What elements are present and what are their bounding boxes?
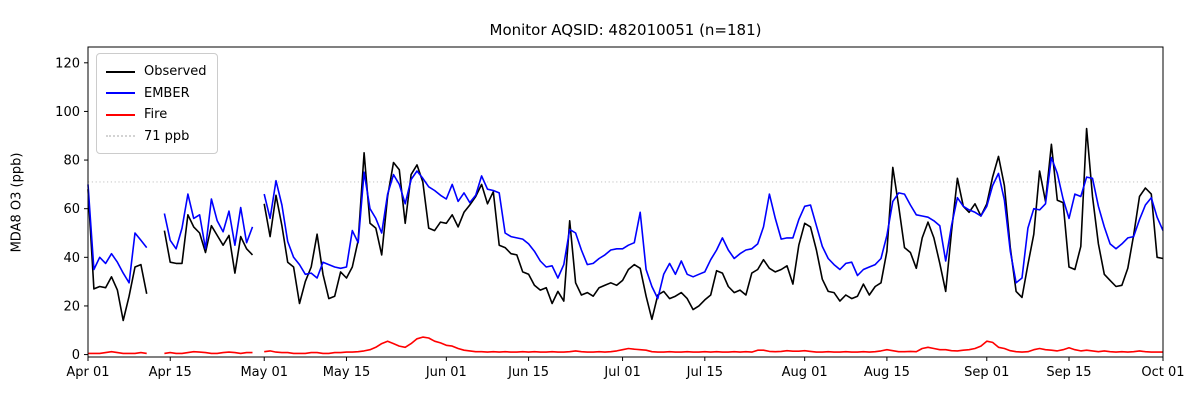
series-line-fire (264, 336, 1163, 355)
legend-item-threshold: 71 ppb (106, 126, 207, 148)
y-tick-label: 20 (63, 299, 80, 314)
series-line-observed (87, 189, 148, 322)
x-tick-label: Jun 15 (507, 365, 549, 380)
chart-title: Monitor AQSID: 482010051 (n=181) (489, 21, 762, 39)
series-line-observed (163, 214, 254, 274)
legend-label-ember: EMBER (144, 85, 190, 101)
x-tick-label: Sep 01 (964, 365, 1009, 380)
series-line-ember (87, 184, 148, 284)
observed-line-swatch (106, 70, 135, 73)
fire-line-swatch (106, 113, 135, 116)
x-tick-label: Apr 15 (149, 365, 192, 380)
x-tick-label: Sep 15 (1046, 365, 1091, 380)
legend-label-observed: Observed (144, 64, 207, 80)
legend-item-fire: Fire (106, 104, 207, 126)
x-tick-label: Jul 15 (686, 365, 723, 380)
y-tick-label: 40 (63, 251, 80, 266)
series-line-fire (88, 350, 147, 355)
legend-label-threshold: 71 ppb (144, 128, 190, 144)
x-tick-label: Jun 01 (425, 365, 467, 380)
x-tick-label: Jul 01 (603, 365, 640, 380)
x-tick-label: Aug 01 (782, 365, 828, 380)
ember-line-swatch (106, 92, 135, 95)
y-tick-label: 120 (55, 56, 80, 71)
series-line-observed (263, 127, 1164, 321)
legend-item-ember: EMBER (106, 83, 207, 105)
x-tick-label: Oct 01 (1141, 365, 1184, 380)
legend-item-observed: Observed (106, 61, 207, 83)
y-tick-label: 100 (55, 105, 80, 120)
x-tick-label: Aug 15 (864, 365, 910, 380)
y-tick-label: 80 (63, 154, 80, 169)
y-axis-label: MDA8 O3 (ppb) (9, 152, 25, 253)
axes-border (87, 46, 1164, 358)
series-line-ember (263, 156, 1164, 300)
x-tick-label: May 15 (323, 365, 371, 380)
legend-label-fire: Fire (144, 107, 168, 123)
series-line-fire (164, 350, 253, 355)
legend: Observed EMBER Fire 71 ppb (96, 53, 218, 154)
threshold-line-swatch (106, 135, 135, 138)
x-tick-label: Apr 01 (66, 365, 109, 380)
y-tick-label: 60 (63, 202, 80, 217)
x-tick-label: May 01 (240, 365, 288, 380)
y-tick-label: 0 (72, 348, 80, 363)
series-line-ember (163, 193, 254, 250)
